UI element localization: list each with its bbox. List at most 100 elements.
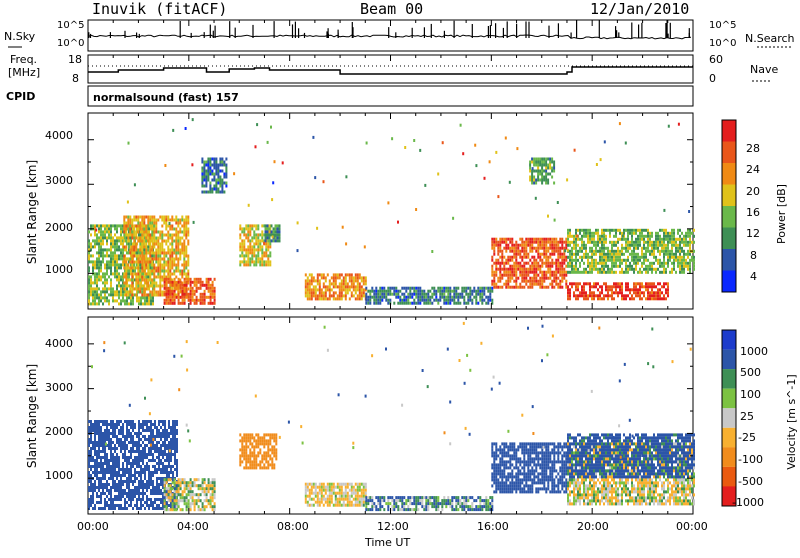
power-cell bbox=[463, 287, 465, 290]
power-cell bbox=[607, 288, 609, 291]
power-cell bbox=[639, 285, 641, 288]
power-cell bbox=[539, 170, 541, 173]
power-cell bbox=[581, 259, 583, 262]
power-cell bbox=[145, 294, 147, 297]
velocity-cell bbox=[168, 432, 170, 435]
power-cell bbox=[535, 161, 537, 164]
power-cell bbox=[515, 256, 517, 259]
power-cell bbox=[519, 250, 521, 253]
power-cell bbox=[653, 268, 655, 271]
power-cell bbox=[123, 261, 125, 264]
power-cell bbox=[531, 256, 533, 259]
power-cell bbox=[359, 288, 361, 291]
power-cell bbox=[164, 299, 166, 302]
power-cell bbox=[615, 288, 617, 291]
velocity-cell bbox=[102, 468, 104, 471]
velocity-cell bbox=[98, 438, 100, 441]
power-scatter bbox=[274, 160, 276, 163]
power-cell bbox=[613, 241, 615, 244]
power-cell bbox=[98, 227, 100, 230]
power-cell bbox=[573, 247, 575, 250]
power-cell bbox=[183, 222, 185, 225]
power-cell bbox=[261, 248, 263, 251]
power-cell bbox=[118, 254, 120, 257]
power-cell bbox=[665, 268, 667, 271]
power-scatter bbox=[364, 245, 366, 248]
power-cell bbox=[159, 291, 161, 294]
power-cell bbox=[209, 170, 211, 173]
power-cell bbox=[427, 293, 429, 296]
power-cell bbox=[665, 291, 667, 294]
power-cell bbox=[529, 259, 531, 262]
velocity-cell bbox=[154, 465, 156, 468]
power-cell bbox=[169, 219, 171, 222]
power-cell bbox=[161, 225, 163, 228]
power-cell bbox=[689, 241, 691, 244]
power-cell bbox=[655, 241, 657, 244]
power-cell bbox=[221, 185, 223, 188]
power-cell bbox=[579, 282, 581, 285]
power-cell bbox=[178, 287, 180, 290]
power-cell bbox=[493, 286, 495, 289]
velocity-cell bbox=[112, 465, 114, 468]
power-cell bbox=[341, 285, 343, 288]
power-cell bbox=[599, 268, 601, 271]
power-cell bbox=[110, 257, 112, 260]
power-cell bbox=[359, 276, 361, 279]
power-cell bbox=[177, 270, 179, 273]
power-cell bbox=[333, 276, 335, 279]
power-cell bbox=[100, 224, 102, 227]
power-cell bbox=[133, 228, 135, 231]
velocity-cell bbox=[146, 462, 148, 465]
power-cell bbox=[461, 290, 463, 293]
velocity-cell bbox=[148, 453, 150, 456]
power-cell bbox=[183, 252, 185, 255]
power-cell bbox=[633, 271, 635, 274]
power-cell bbox=[167, 258, 169, 261]
power-cell bbox=[617, 291, 619, 294]
power-cell bbox=[567, 262, 569, 265]
power-cell bbox=[459, 302, 461, 305]
power-cell bbox=[445, 302, 447, 305]
velocity-cell bbox=[130, 471, 132, 474]
power-cell bbox=[146, 296, 148, 299]
velocity-cell bbox=[142, 462, 144, 465]
power-cell bbox=[567, 244, 569, 247]
power-cell bbox=[343, 276, 345, 279]
power-cell bbox=[619, 238, 621, 241]
power-cell bbox=[643, 285, 645, 288]
power-cell bbox=[515, 241, 517, 244]
velocity-cell bbox=[92, 486, 94, 489]
power-cell bbox=[511, 238, 513, 241]
velocity-cell bbox=[156, 507, 158, 510]
power-cell bbox=[543, 158, 545, 161]
power-cell bbox=[141, 255, 143, 258]
power-cell bbox=[201, 176, 203, 179]
power-cell bbox=[599, 241, 601, 244]
power-cell bbox=[202, 296, 204, 299]
power-cell bbox=[239, 260, 241, 263]
velocity-cell bbox=[172, 508, 174, 511]
velocity-cell bbox=[158, 450, 160, 453]
power-cell bbox=[427, 302, 429, 305]
velocity-cell bbox=[98, 432, 100, 435]
power-cell bbox=[192, 296, 194, 299]
power-cell bbox=[129, 219, 131, 222]
power-cell bbox=[243, 245, 245, 248]
velocity-cell bbox=[166, 453, 168, 456]
power-cell bbox=[141, 243, 143, 246]
power-cell bbox=[499, 268, 501, 271]
power-cell bbox=[495, 265, 497, 268]
power-cell bbox=[100, 236, 102, 239]
power-cell bbox=[559, 286, 561, 289]
velocity-cell bbox=[134, 504, 136, 507]
power-cell bbox=[323, 294, 325, 297]
velocity-cell bbox=[154, 489, 156, 492]
power-cell bbox=[389, 287, 391, 290]
power-cell bbox=[635, 265, 637, 268]
power-cell bbox=[575, 232, 577, 235]
power-cell bbox=[371, 296, 373, 299]
power-cell bbox=[279, 227, 281, 230]
power-cell bbox=[143, 258, 145, 261]
power-cell bbox=[125, 246, 127, 249]
